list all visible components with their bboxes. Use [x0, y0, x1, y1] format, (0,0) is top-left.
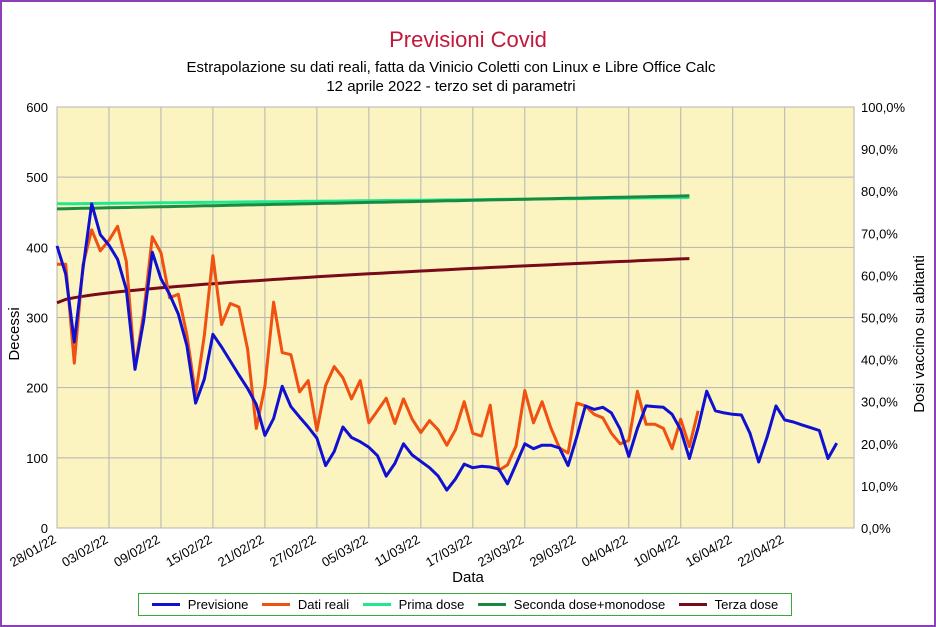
- y-tick-label: 400: [26, 240, 48, 255]
- series-line-dati-reali: [57, 224, 700, 472]
- legend-label: Terza dose: [714, 597, 779, 612]
- grid: [56, 106, 855, 529]
- legend-label: Prima dose: [398, 597, 465, 612]
- y2-tick-label: 80,0%: [861, 184, 898, 199]
- x-tick-label: 15/02/22: [163, 532, 214, 570]
- legend: Previsione Dati reali Prima dose Seconda do…: [138, 593, 792, 616]
- y-tick-label: 600: [26, 100, 48, 115]
- y2-tick-label: 0,0%: [861, 521, 891, 536]
- y2-tick-label: 40,0%: [861, 353, 898, 368]
- legend-label: Dati reali: [297, 597, 350, 612]
- y2-tick-label: 50,0%: [861, 311, 898, 326]
- x-tick-label: 09/02/22: [111, 532, 162, 570]
- y-tick-label: 0: [41, 521, 48, 536]
- y-tick-label: 100: [26, 451, 48, 466]
- y2-tick-label: 90,0%: [861, 142, 898, 157]
- legend-label: Seconda dose+monodose: [513, 597, 666, 612]
- x-tick-label: 17/03/22: [423, 532, 474, 570]
- x-tick-label: 16/04/22: [683, 532, 734, 570]
- legend-item: Terza dose: [678, 597, 779, 612]
- legend-swatch: [261, 603, 290, 606]
- y2-axis-title: Dosi vaccino su abitanti: [911, 255, 928, 413]
- legend-swatch: [477, 603, 506, 606]
- y-tick-label: 200: [26, 381, 48, 396]
- y-axis-title: Decessi: [6, 307, 23, 360]
- legend-swatch: [678, 603, 707, 606]
- x-tick-label: 04/04/22: [579, 532, 630, 570]
- y2-tick-label: 30,0%: [861, 395, 898, 410]
- x-tick-label: 10/04/22: [631, 532, 682, 570]
- y2-tick-label: 20,0%: [861, 437, 898, 452]
- legend-swatch: [362, 603, 391, 606]
- series-layer: [55, 194, 839, 492]
- x-axis-ticks: 28/01/22 03/02/22 09/02/22 15/02/22 21/02/22…: [7, 532, 786, 570]
- legend-swatch: [151, 603, 180, 606]
- x-tick-label: 03/02/22: [59, 532, 110, 570]
- legend-item: Seconda dose+monodose: [477, 597, 666, 612]
- y2-tick-label: 10,0%: [861, 479, 898, 494]
- chart-subtitle-line2: 12 aprile 2022 - terzo set di parametri: [326, 78, 575, 95]
- series-line-terza-dose: [56, 257, 690, 305]
- y2-tick-label: 70,0%: [861, 226, 898, 241]
- x-tick-label: 21/02/22: [215, 532, 266, 570]
- series-line-seconda-dose-monodose: [56, 194, 690, 211]
- x-tick-label: 05/03/22: [319, 532, 370, 570]
- x-tick-label: 22/04/22: [735, 532, 786, 570]
- legend-item: Previsione: [151, 597, 249, 612]
- x-tick-label: 28/01/22: [7, 532, 58, 570]
- x-tick-label: 27/02/22: [267, 532, 318, 570]
- y2-axis-ticks: 0,0% 10,0% 20,0% 30,0% 40,0% 50,0% 60,0% 70,0% 8…: [861, 100, 906, 536]
- series-line-previsione: [55, 202, 839, 492]
- legend-item: Prima dose: [362, 597, 465, 612]
- chart-title: Previsioni Covid: [389, 27, 547, 52]
- y-axis-ticks: 0 100 200 300 400 500 600: [26, 100, 48, 536]
- plot-border: [56, 106, 855, 529]
- x-tick-label: 11/03/22: [372, 532, 422, 570]
- x-tick-label: 23/03/22: [475, 532, 526, 570]
- chart-subtitle-line1: Estrapolazione su dati reali, fatta da V…: [187, 59, 716, 76]
- x-tick-label: 29/03/22: [527, 532, 578, 570]
- x-axis-title: Data: [452, 569, 484, 586]
- y-tick-label: 300: [26, 311, 48, 326]
- legend-label: Previsione: [187, 597, 249, 612]
- legend-item: Dati reali: [261, 597, 350, 612]
- y2-tick-label: 100,0%: [861, 100, 906, 115]
- y-tick-label: 500: [26, 170, 48, 185]
- y2-tick-label: 60,0%: [861, 268, 898, 283]
